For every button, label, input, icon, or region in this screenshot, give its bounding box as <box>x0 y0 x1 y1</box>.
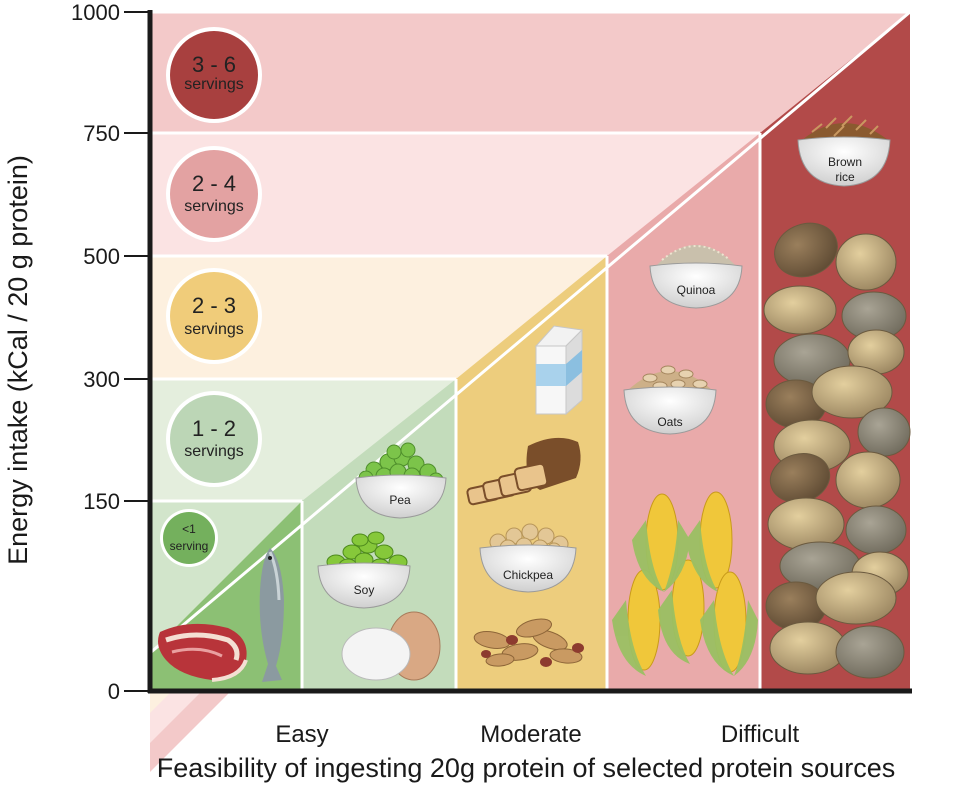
badge-less-1-txt: serving <box>170 539 209 553</box>
badge-less-1-num: <1 <box>182 522 196 536</box>
badge-3-6-num: 3 - 6 <box>192 52 236 77</box>
chickpea-bowl-icon: Chickpea <box>479 523 577 593</box>
y-tick-150: 150 <box>83 489 120 514</box>
x-tick-difficult: Difficult <box>721 721 800 748</box>
soy-label: Soy <box>354 583 375 597</box>
y-tick-0: 0 <box>108 679 120 704</box>
badge-3-6: 3 - 6 servings <box>166 27 262 123</box>
x-tick-easy: Easy <box>275 721 328 748</box>
x-axis-label: Feasibility of ingesting 20g protein of … <box>157 753 895 783</box>
quinoa-bowl-icon: Quinoa <box>649 245 743 309</box>
quinoa-label: Quinoa <box>677 283 716 297</box>
badge-1-2-num: 1 - 2 <box>192 416 236 441</box>
corn-icon <box>612 491 758 676</box>
y-axis-label: Energy intake (kCal / 20 g protein) <box>3 155 33 565</box>
peanuts-icon <box>473 618 584 667</box>
oats-bowl-icon: Oats <box>623 365 717 435</box>
pea-label: Pea <box>389 493 411 507</box>
potatoes-icon <box>763 222 911 679</box>
pea-bowl-icon: Pea <box>355 442 447 519</box>
badge-1-2: 1 - 2 servings <box>166 391 262 487</box>
y-tick-750: 750 <box>83 121 120 146</box>
badge-1-2-txt: servings <box>184 443 244 460</box>
oats-label: Oats <box>657 415 682 429</box>
bread-icon <box>466 437 581 506</box>
badge-2-4: 2 - 4 servings <box>166 146 262 242</box>
badge-2-4-txt: servings <box>184 198 244 215</box>
y-tick-1000: 1000 <box>71 0 120 25</box>
badge-2-3-num: 2 - 3 <box>192 293 236 318</box>
y-tick-500: 500 <box>83 244 120 269</box>
meat-icon <box>158 623 248 682</box>
badge-2-3-txt: servings <box>184 321 244 338</box>
axes: 1000 750 500 300 150 0 Easy Moderate Dif… <box>3 0 912 783</box>
egg-icon <box>341 611 441 681</box>
y-tick-300: 300 <box>83 367 120 392</box>
chickpea-label: Chickpea <box>503 568 553 582</box>
soy-bowl-icon: Soy <box>317 531 411 609</box>
fish-icon <box>259 548 284 682</box>
badge-2-3: 2 - 3 servings <box>166 268 262 364</box>
band-separators <box>149 10 911 690</box>
brown-rice-bowl-icon: Brown rice <box>797 115 891 187</box>
milk-carton-icon <box>534 325 584 416</box>
brown-rice-label-1: Brown <box>828 155 862 169</box>
badge-less-1: <1 serving <box>160 509 218 567</box>
badge-2-4-num: 2 - 4 <box>192 171 236 196</box>
x-tick-moderate: Moderate <box>480 721 581 748</box>
brown-rice-label-2: rice <box>835 170 855 184</box>
badge-3-6-txt: servings <box>184 76 244 93</box>
